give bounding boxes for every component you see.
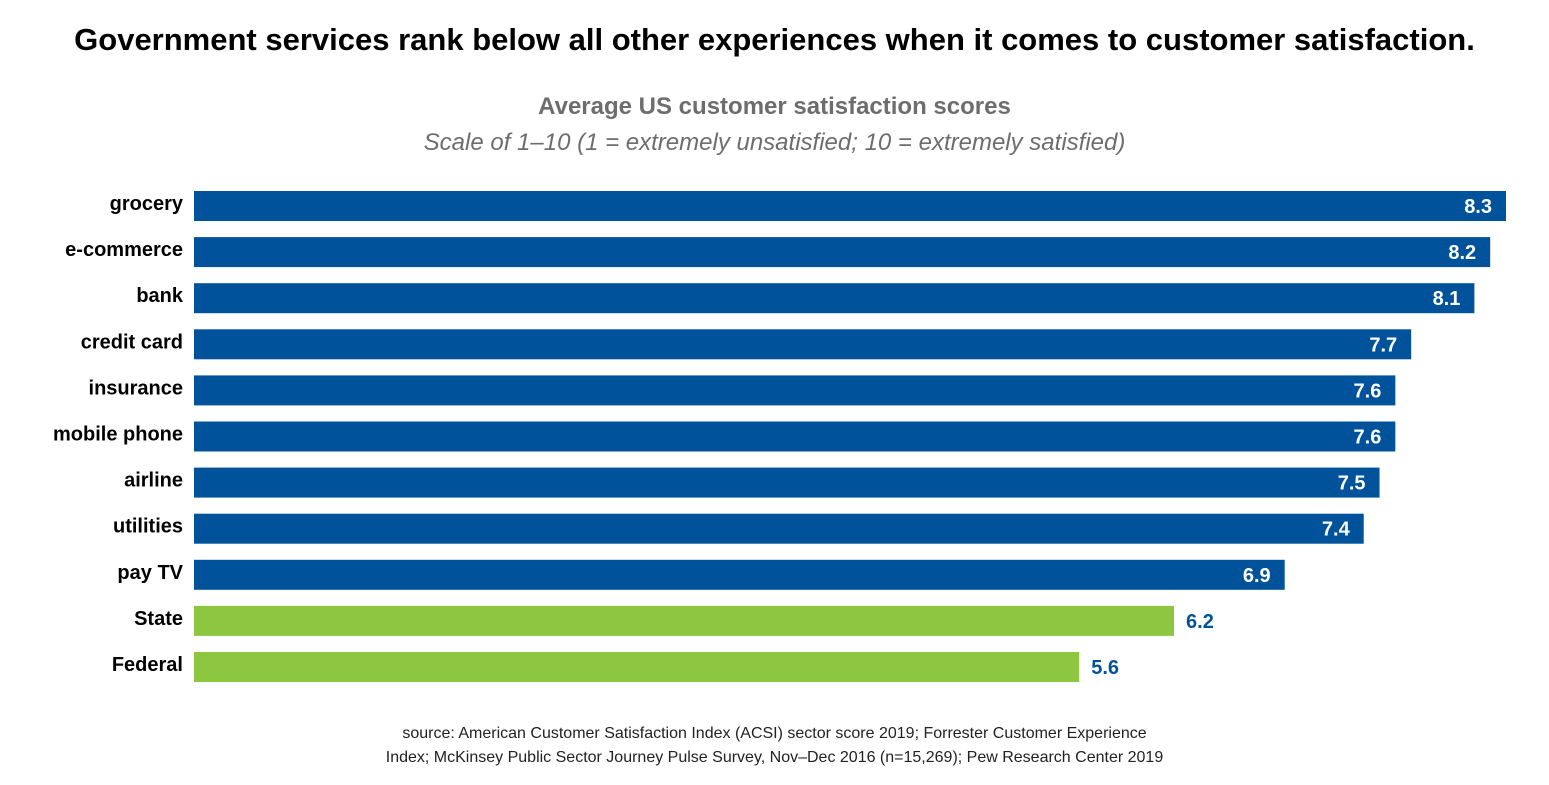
bar-insurance xyxy=(194,375,1396,406)
category-label: utilities xyxy=(113,516,183,538)
source-note: source: American Customer Satisfaction I… xyxy=(0,722,1549,770)
category-label: mobile phone xyxy=(53,424,183,446)
bar-e-commerce xyxy=(194,237,1491,268)
bar-bank xyxy=(194,283,1475,314)
bar-grocery xyxy=(194,191,1506,221)
category-label: Federal xyxy=(112,654,183,676)
chart-title: Government services rank below all other… xyxy=(74,22,1475,57)
bar-federal xyxy=(194,652,1080,682)
value-label: 7.4 xyxy=(1322,519,1351,541)
source-line-2: Index; McKinsey Public Sector Journey Pu… xyxy=(385,749,1164,766)
value-label: 5.6 xyxy=(1091,657,1119,679)
value-label: 7.5 xyxy=(1338,473,1366,495)
category-label: grocery xyxy=(110,193,184,215)
value-label: 7.6 xyxy=(1354,427,1382,449)
value-label: 8.1 xyxy=(1433,288,1461,310)
value-label: 7.7 xyxy=(1369,334,1397,356)
category-label: insurance xyxy=(89,377,183,399)
value-label: 8.3 xyxy=(1464,196,1492,218)
category-label: State xyxy=(134,608,183,630)
value-label: 6.2 xyxy=(1186,611,1214,633)
bar-mobile-phone xyxy=(194,421,1396,452)
category-label: airline xyxy=(124,470,183,492)
category-label: bank xyxy=(136,285,184,307)
bar-utilities xyxy=(194,513,1364,544)
value-label: 7.6 xyxy=(1354,380,1382,402)
category-label: pay TV xyxy=(117,562,183,584)
chart-subtitle: Average US customer satisfaction scores xyxy=(538,93,1011,120)
bar-credit-card xyxy=(194,329,1412,360)
category-label: credit card xyxy=(81,331,183,353)
chart-scale-note: Scale of 1–10 (1 = extremely unsatisfied… xyxy=(423,129,1126,156)
value-label: 6.9 xyxy=(1243,565,1271,587)
bar-state xyxy=(194,605,1175,636)
value-label: 8.2 xyxy=(1448,242,1476,264)
bar-airline xyxy=(194,467,1380,498)
source-line-1: source: American Customer Satisfaction I… xyxy=(402,725,1147,742)
category-label: e-commerce xyxy=(65,239,183,261)
bar-pay-tv xyxy=(194,559,1285,590)
